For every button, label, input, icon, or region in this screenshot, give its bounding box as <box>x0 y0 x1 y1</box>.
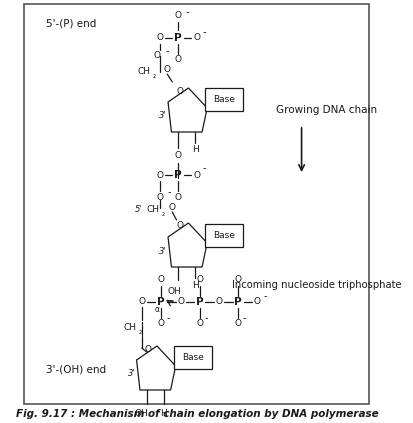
Text: H: H <box>191 280 198 289</box>
Text: O: O <box>176 222 183 231</box>
Text: O: O <box>169 203 176 212</box>
Text: -: - <box>204 313 208 323</box>
Text: O: O <box>195 275 202 285</box>
Text: -: - <box>166 313 169 323</box>
Text: P: P <box>195 297 203 307</box>
Text: -: - <box>242 313 246 323</box>
FancyBboxPatch shape <box>173 346 211 370</box>
Text: OH: OH <box>135 409 148 418</box>
Text: α: α <box>154 305 159 314</box>
Text: O: O <box>174 55 181 64</box>
Text: O: O <box>193 170 200 179</box>
Text: O: O <box>174 11 181 20</box>
Text: P: P <box>157 297 165 307</box>
FancyBboxPatch shape <box>204 88 243 112</box>
Text: -: - <box>185 7 189 17</box>
Text: ₂: ₂ <box>152 71 156 80</box>
Text: O: O <box>234 275 241 285</box>
Text: 5': 5' <box>134 206 142 214</box>
Text: Base: Base <box>213 231 235 241</box>
Text: ₂: ₂ <box>138 327 141 335</box>
Text: O: O <box>156 170 163 179</box>
Text: H: H <box>160 409 167 418</box>
Text: O: O <box>253 297 260 307</box>
Text: -: - <box>167 187 170 197</box>
Text: O: O <box>156 193 163 203</box>
Text: CH: CH <box>146 206 159 214</box>
Text: 5'-(P) end: 5'-(P) end <box>46 18 97 28</box>
Text: -: - <box>202 27 206 37</box>
Text: 3': 3' <box>127 370 135 379</box>
Text: -: - <box>165 46 169 56</box>
Text: 3': 3' <box>159 247 166 255</box>
Text: O: O <box>174 151 181 160</box>
Text: Fig. 9.17 : Mechanism of chain elongation by DNA polymerase: Fig. 9.17 : Mechanism of chain elongatio… <box>16 409 377 419</box>
Text: O: O <box>177 297 184 307</box>
Text: CH: CH <box>123 324 136 332</box>
Text: OH: OH <box>167 286 180 296</box>
FancyBboxPatch shape <box>24 4 368 404</box>
Text: O: O <box>163 66 170 74</box>
Text: O: O <box>153 50 160 60</box>
Text: Incoming nucleoside triphosphate: Incoming nucleoside triphosphate <box>231 280 401 290</box>
Text: Growing DNA chain: Growing DNA chain <box>275 105 376 115</box>
Text: O: O <box>157 275 164 285</box>
Text: -: - <box>202 163 206 173</box>
Text: P: P <box>233 297 241 307</box>
Text: ₂: ₂ <box>161 209 164 217</box>
Text: 3'-(OH) end: 3'-(OH) end <box>46 365 106 375</box>
Text: 3': 3' <box>159 112 166 121</box>
Text: H: H <box>191 146 198 154</box>
Text: O: O <box>156 33 163 42</box>
Text: P: P <box>174 33 182 43</box>
Text: O: O <box>174 193 181 203</box>
Text: O: O <box>215 297 222 307</box>
Text: O: O <box>234 319 241 329</box>
Text: O: O <box>195 319 202 329</box>
Text: P: P <box>174 170 182 180</box>
Text: O: O <box>157 319 164 329</box>
Text: O: O <box>138 297 145 307</box>
Text: Base: Base <box>181 354 203 363</box>
Text: CH: CH <box>138 68 150 77</box>
Text: O: O <box>176 86 183 96</box>
Text: O: O <box>193 33 200 42</box>
Text: Base: Base <box>213 96 235 104</box>
Text: -: - <box>263 291 266 301</box>
Text: O: O <box>145 344 152 354</box>
FancyBboxPatch shape <box>204 225 243 247</box>
